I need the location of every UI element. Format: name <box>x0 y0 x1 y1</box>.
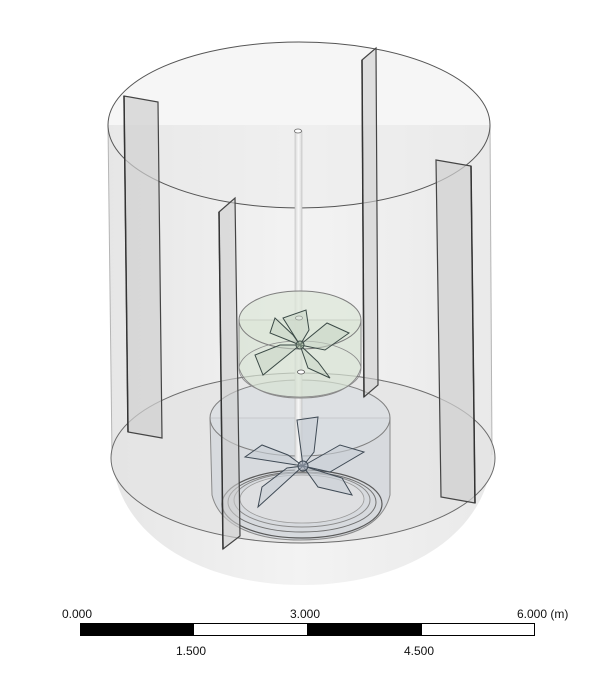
upper-impeller <box>254 309 350 379</box>
lower-impeller <box>243 416 366 509</box>
baffle-left <box>123 95 163 439</box>
scale-segment-2 <box>193 623 308 636</box>
scale-segment-1 <box>80 623 194 636</box>
3d-viewport[interactable] <box>0 0 606 600</box>
scale-label-1-5: 1.500 <box>176 644 207 658</box>
scale-label-6: 6.000 (m) <box>517 607 569 621</box>
baffle-right <box>435 159 476 504</box>
scale-label-0: 0.000 <box>62 607 93 621</box>
baffle-front <box>218 196 241 551</box>
scale-bar: 0.000 3.000 6.000 (m) 1.500 4.500 <box>0 600 606 675</box>
scale-label-4-5: 4.500 <box>404 644 435 658</box>
scale-label-3: 3.000 <box>290 607 321 621</box>
scale-segment-3 <box>307 623 422 636</box>
stirred-tank-model <box>107 41 496 585</box>
scale-segment-4 <box>421 623 535 636</box>
baffle-back <box>361 46 379 399</box>
